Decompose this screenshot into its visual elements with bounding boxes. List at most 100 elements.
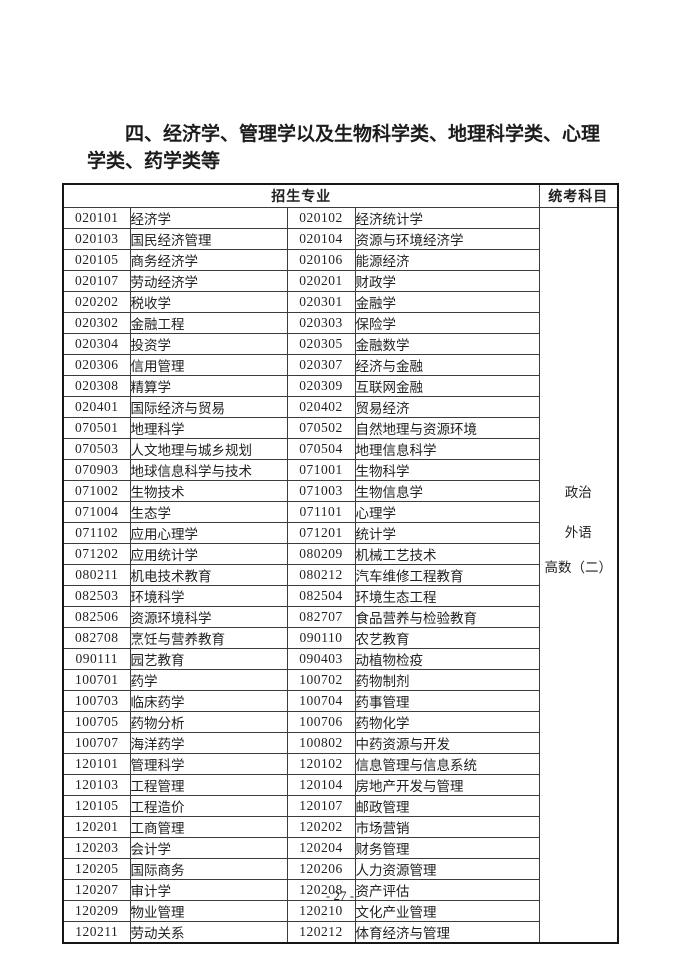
major-name-cell: 农艺教育 (354, 627, 540, 649)
major-code-cell: 071202 (62, 543, 131, 565)
major-name-cell: 市场营销 (354, 816, 540, 838)
major-code-cell: 090111 (62, 648, 131, 670)
major-name-cell: 生物科学 (354, 459, 540, 481)
table-row: 120103 工程管理 120104 房地产开发与管理 (62, 774, 618, 796)
major-code-cell: 020201 (286, 270, 356, 292)
major-code-cell: 020301 (286, 291, 356, 313)
major-name-cell: 保险学 (354, 312, 540, 334)
major-name-cell: 资源与环境经济学 (354, 228, 540, 250)
major-name-cell: 互联网金融 (354, 375, 540, 397)
major-name-cell: 文化产业管理 (354, 900, 540, 922)
table-row: 020202 税收学 020301 金融学 (62, 291, 618, 313)
major-name-cell: 金融工程 (129, 312, 288, 334)
major-code-cell: 120107 (286, 795, 356, 817)
major-name-cell: 经济与金融 (354, 354, 540, 376)
table-row: 071002 生物技术 071003 生物信息学 (62, 480, 618, 502)
major-name-cell: 房地产开发与管理 (354, 774, 540, 796)
table-row: 120101 管理科学 120102 信息管理与信息系统 (62, 753, 618, 775)
major-name-cell: 统计学 (354, 522, 540, 544)
table-row: 020304 投资学 020305 金融数学 (62, 333, 618, 355)
major-name-cell: 国际经济与贸易 (129, 396, 288, 418)
major-name-cell: 能源经济 (354, 249, 540, 271)
major-name-cell: 工商管理 (129, 816, 288, 838)
major-name-cell: 国民经济管理 (129, 228, 288, 250)
major-name-cell: 药物分析 (129, 711, 288, 733)
table-row: 100701 药学 100702 药物制剂 (62, 669, 618, 691)
major-code-cell: 020402 (286, 396, 356, 418)
section-title-line-2: 学类、药学类等 (87, 151, 221, 172)
major-code-cell: 120211 (62, 921, 131, 944)
table-row: 120105 工程造价 120107 邮政管理 (62, 795, 618, 817)
major-name-cell: 邮政管理 (354, 795, 540, 817)
table-header: 招生专业 统考科目 (62, 183, 619, 208)
table-row: 080211 机电技术教育 080212 汽车维修工程教育 (62, 564, 618, 586)
table-body: 020101 经济学 020102 经济统计学 政治 外语 高数（二） 020103 国民经济管… (62, 207, 619, 944)
major-code-cell: 071003 (286, 480, 356, 502)
major-code-cell: 120204 (286, 837, 356, 859)
major-name-cell: 工程造价 (129, 795, 288, 817)
major-code-cell: 020106 (286, 249, 356, 271)
major-code-cell: 070903 (62, 459, 131, 481)
major-code-cell: 100703 (62, 690, 131, 712)
table-row: 082506 资源环境科学 082707 食品营养与检验教育 (62, 606, 618, 628)
major-code-cell: 020303 (286, 312, 356, 334)
major-code-cell: 071101 (286, 501, 356, 523)
major-name-cell: 贸易经济 (354, 396, 540, 418)
major-name-cell: 税收学 (129, 291, 288, 313)
major-code-cell: 100704 (286, 690, 356, 712)
major-name-cell: 管理科学 (129, 753, 288, 775)
table-row: 020105 商务经济学 020106 能源经济 (62, 249, 618, 271)
major-code-cell: 090403 (286, 648, 356, 670)
major-code-cell: 082708 (62, 627, 131, 649)
page-number: - 27 - (325, 888, 355, 903)
major-code-cell: 020105 (62, 249, 131, 271)
major-code-cell: 070503 (62, 438, 131, 460)
table-row: 070503 人文地理与城乡规划 070504 地理信息科学 (62, 438, 618, 460)
major-name-cell: 物业管理 (129, 900, 288, 922)
major-name-cell: 金融学 (354, 291, 540, 313)
table-row: 020401 国际经济与贸易 020402 贸易经济 (62, 396, 618, 418)
major-name-cell: 环境生态工程 (354, 585, 540, 607)
major-code-cell: 020302 (62, 312, 131, 334)
major-code-cell: 120201 (62, 816, 131, 838)
table-row: 100705 药物分析 100706 药物化学 (62, 711, 618, 733)
table-row: 120207 审计学 120208 资产评估 (62, 879, 618, 901)
major-code-cell: 120104 (286, 774, 356, 796)
major-code-cell: 100707 (62, 732, 131, 754)
major-code-cell: 020101 (62, 207, 131, 229)
major-code-cell: 120212 (286, 921, 356, 944)
table-row: 071102 应用心理学 071201 统计学 (62, 522, 618, 544)
major-code-cell: 120103 (62, 774, 131, 796)
major-code-cell: 080211 (62, 564, 131, 586)
major-name-cell: 临床药学 (129, 690, 288, 712)
major-name-cell: 生物信息学 (354, 480, 540, 502)
major-code-cell: 100706 (286, 711, 356, 733)
major-code-cell: 100802 (286, 732, 356, 754)
major-name-cell: 药物化学 (354, 711, 540, 733)
table-row: 020101 经济学 020102 经济统计学 政治 外语 高数（二） (62, 207, 619, 944)
major-code-cell: 100701 (62, 669, 131, 691)
major-code-cell: 120101 (62, 753, 131, 775)
table-row: 020308 精算学 020309 互联网金融 (62, 375, 618, 397)
major-name-cell: 经济统计学 (354, 207, 540, 229)
exam-subject: 外语 (564, 525, 592, 540)
major-name-cell: 应用心理学 (129, 522, 288, 544)
major-code-cell: 020305 (286, 333, 356, 355)
major-code-cell: 070502 (286, 417, 356, 439)
major-name-cell: 中药资源与开发 (354, 732, 540, 754)
major-name-cell: 地理信息科学 (354, 438, 540, 460)
table-row: 020306 信用管理 020307 经济与金融 (62, 354, 618, 376)
major-code-cell: 082707 (286, 606, 356, 628)
table-row: 090111 园艺教育 090403 动植物检疫 (62, 648, 618, 670)
major-name-cell: 财政学 (354, 270, 540, 292)
major-name-cell: 自然地理与资源环境 (354, 417, 540, 439)
major-code-cell: 100705 (62, 711, 131, 733)
major-name-cell: 财务管理 (354, 837, 540, 859)
section-title-line-1: 四、经济学、管理学以及生物科学类、地理科学类、心理 (125, 124, 601, 145)
major-code-cell: 071102 (62, 522, 131, 544)
major-code-cell: 071001 (286, 459, 356, 481)
table-row: 082503 环境科学 082504 环境生态工程 (62, 585, 618, 607)
major-name-cell: 商务经济学 (129, 249, 288, 271)
major-code-cell: 020309 (286, 375, 356, 397)
major-name-cell: 经济学 (129, 207, 288, 229)
